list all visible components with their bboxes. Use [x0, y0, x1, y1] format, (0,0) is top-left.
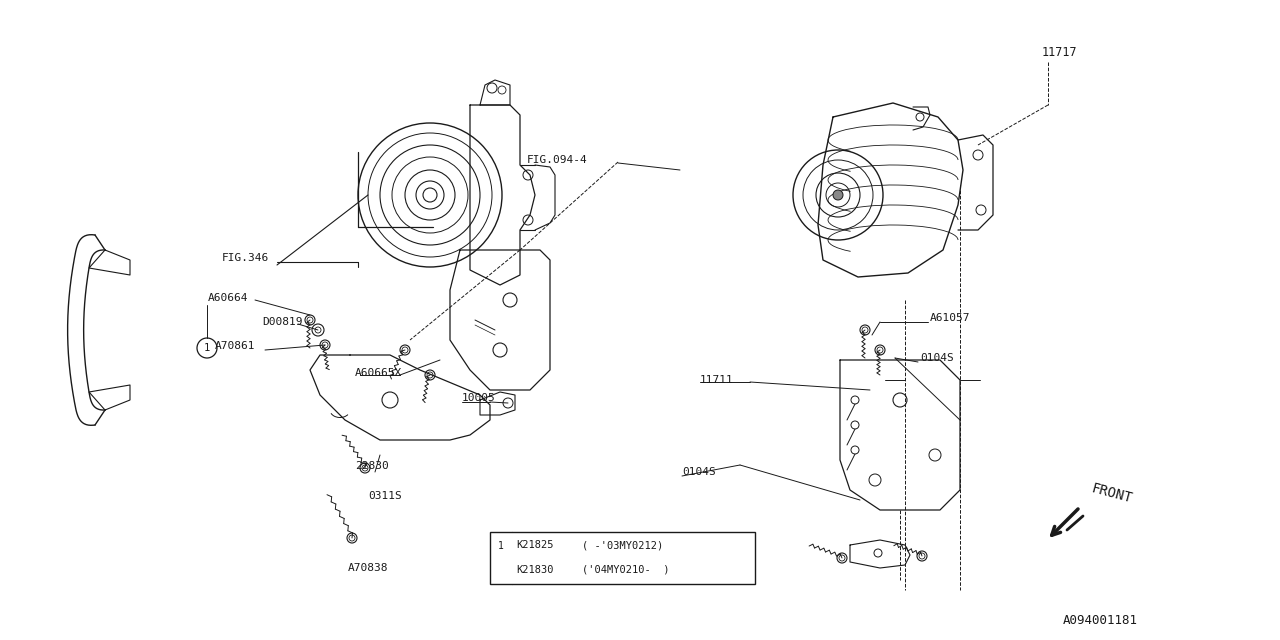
Text: D00819: D00819	[262, 317, 302, 327]
Text: 0104S: 0104S	[682, 467, 716, 477]
Text: A61057: A61057	[931, 313, 970, 323]
Text: ( -'03MY0212): ( -'03MY0212)	[582, 540, 663, 550]
Text: A60665X: A60665X	[355, 368, 402, 378]
Text: FIG.094-4: FIG.094-4	[527, 155, 588, 165]
Text: 22830: 22830	[355, 461, 389, 471]
Text: 11711: 11711	[700, 375, 733, 385]
Text: 1: 1	[498, 541, 504, 551]
Text: 11717: 11717	[1042, 45, 1078, 58]
Text: K21825: K21825	[516, 540, 553, 550]
Bar	[490, 532, 755, 584]
Text: 0311S: 0311S	[369, 491, 402, 501]
Text: FIG.346: FIG.346	[221, 253, 269, 263]
Text: A60664: A60664	[209, 293, 248, 303]
Text: 10005: 10005	[462, 393, 495, 403]
Circle shape	[833, 190, 844, 200]
Text: 0104S: 0104S	[920, 353, 954, 363]
Text: 1: 1	[204, 343, 210, 353]
Text: A70838: A70838	[348, 563, 389, 573]
Text: FRONT: FRONT	[1091, 482, 1134, 506]
Text: ('04MY0210-  ): ('04MY0210- )	[582, 565, 669, 575]
Text: A70861: A70861	[215, 341, 256, 351]
Text: A094001181: A094001181	[1062, 614, 1138, 627]
Text: K21830: K21830	[516, 565, 553, 575]
